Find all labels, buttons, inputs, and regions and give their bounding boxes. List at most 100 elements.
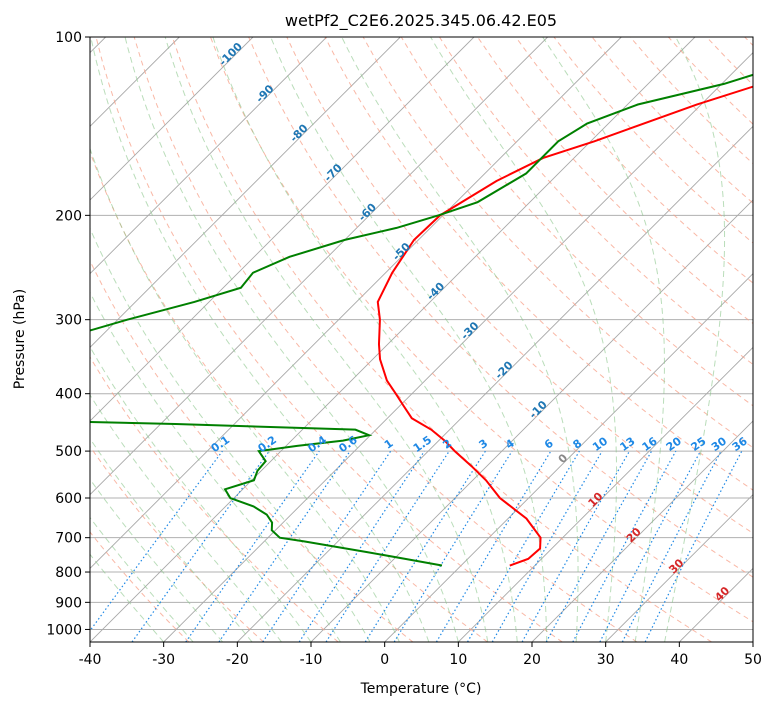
mixing-ratio-line [262,450,392,642]
isotherm-line [752,641,753,642]
dry-adiabat-label: 10 [586,490,606,510]
dry-adiabat [90,445,264,642]
isotherm-line [90,37,254,201]
x-tick-label: -40 [79,652,102,668]
dry-adiabat-label: 40 [712,584,732,604]
y-tick-label: 500 [55,444,82,460]
dry-adiabat [400,37,753,407]
moist-adiabat [90,516,194,642]
mixing-ratio-line [298,450,425,642]
moist-adiabat [664,37,726,642]
moist-adiabat [90,437,253,642]
dewpoint-profile [90,73,753,567]
mixing-ratio-line [218,450,351,642]
dry-adiabat [90,150,488,642]
isotherm-line [458,346,753,642]
plot-area: 0.1 0.2 0.4 0.6 1 1.5 2 3 4 6 8 10 13 16 20 25 30 36-100-… [90,37,753,642]
dry-adiabat [90,356,339,642]
sounding-profiles [90,73,753,567]
dry-adiabat-lines [90,37,753,642]
moist-adiabat [542,37,665,642]
isotherm-line [531,420,753,642]
dry-adiabat-label: 20 [624,525,644,545]
mixing-ratio-lines [90,450,743,642]
x-tick-label: -30 [152,652,175,668]
isotherm-line [90,37,696,642]
isotherm-line [237,125,753,642]
y-tick-label: 200 [55,208,82,224]
dry-adiabat [515,37,753,284]
isotherm-line [90,37,401,348]
isotherm-line [90,37,327,275]
dry-adiabat [171,37,712,642]
isotherm-line [163,52,753,642]
dry-adiabat [210,37,753,623]
y-tick-label: 1000 [46,622,82,638]
isotherm-line [90,37,622,569]
moist-adiabat [90,478,223,642]
moist-adiabat [164,37,489,642]
moist-adiabat [90,37,430,642]
y-tick-label: 700 [55,531,82,547]
dry-adiabat-label: -40 [424,279,447,302]
dry-adiabat-label: -100 [216,40,245,69]
moist-adiabat [124,37,459,642]
moist-adiabat [212,37,518,642]
x-tick-label: 30 [597,652,615,668]
moist-adiabat [90,227,371,642]
mixing-ratio-label: 1.5 [411,433,434,455]
dry-adiabat [477,37,753,325]
mixing-ratio-label: 3 [477,437,491,452]
x-tick-label: -20 [226,652,249,668]
y-tick-label: 100 [55,30,82,46]
x-tick-label: 10 [449,652,467,668]
y-tick-label: 800 [55,565,82,581]
dry-adiabat-label: -10 [527,398,550,421]
x-tick-label: 50 [744,652,762,668]
dry-adiabat [95,37,563,642]
isotherm-line [310,199,753,642]
dry-adiabat-label: -80 [287,121,310,144]
pressure-gridlines [90,37,753,630]
dry-adiabat [744,37,753,47]
dry-adiabat [668,37,753,125]
x-axis-label: Temperature (°C) [360,681,482,697]
moist-adiabat [90,394,282,642]
moist-adiabat [90,291,341,642]
isotherm-line [679,567,753,642]
isopleth-labels: 0.1 0.2 0.4 0.6 1 1.5 2 3 4 6 8 10 13 16 20 25 30 36-100-… [209,40,750,604]
isotherm-line [384,273,753,642]
isotherm-lines [90,37,753,642]
mixing-ratio-label: 0.1 [209,433,232,455]
dry-adiabat-label: -90 [253,82,276,105]
isotherm-line [90,37,548,496]
moist-adiabat [90,553,165,642]
mixing-ratio-line [393,450,513,642]
dry-adiabat [439,37,753,366]
dry-adiabat [248,37,753,578]
dry-adiabat-label: -50 [390,240,413,263]
mixing-ratio-line [545,450,653,642]
dry-adiabat [286,37,753,534]
mixing-ratio-label: 0.4 [306,433,330,455]
x-tick-label: 40 [670,652,688,668]
moist-adiabat [90,345,312,642]
mixing-ratio-line [644,450,743,642]
dry-adiabat [591,37,753,204]
moist-adiabat [90,147,400,642]
dry-adiabat [706,37,753,86]
mixing-ratio-line [185,450,320,642]
mixing-ratio-line [131,450,270,642]
mixing-ratio-line [599,450,702,642]
y-tick-label: 900 [55,595,82,611]
dry-adiabat-label: -30 [458,319,481,342]
moist-adiabat-lines [90,37,726,642]
axis-ticks: -40 -30 -20 -10 0 10 20 30 40 5010020030040050060… [46,30,762,668]
temperature-profile [376,85,753,567]
mixing-ratio-line [325,450,450,642]
moist-adiabat [270,37,548,642]
dry-adiabat [133,37,638,642]
mixing-ratio-label: 0.6 [336,433,360,455]
mixing-ratio-line [521,450,631,642]
